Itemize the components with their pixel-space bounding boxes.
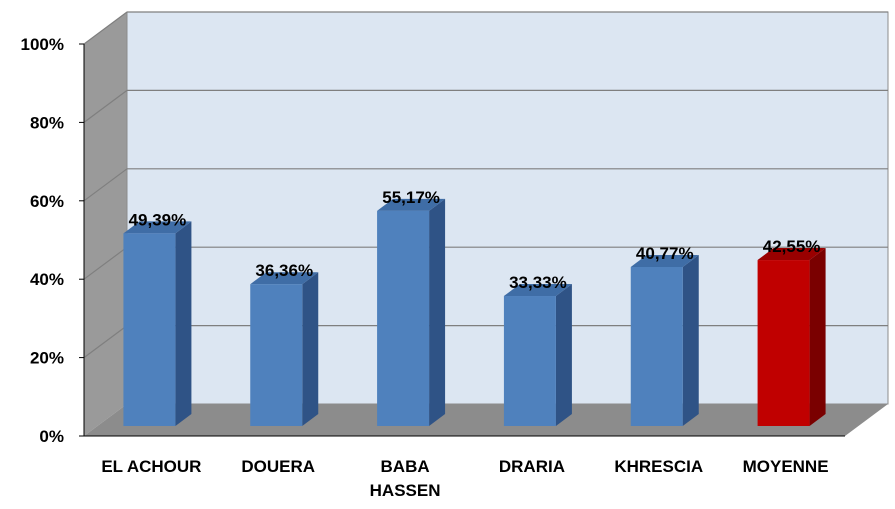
gridline-side (83, 89, 128, 123)
gridline-side (83, 246, 128, 280)
bar-top (757, 248, 826, 261)
bar-front (503, 296, 556, 426)
bar (757, 248, 826, 426)
data-label: 40,77% (636, 244, 694, 263)
x-tick-label: BABA HASSEN (370, 457, 441, 500)
x-tick-label: DOUERA (241, 457, 315, 476)
data-label: 42,55% (763, 237, 821, 256)
y-tick-label: 60% (30, 192, 64, 211)
y-tick-label: 40% (30, 270, 64, 289)
y-tick-label: 0% (39, 427, 64, 446)
x-tick-label: KHRESCIA (614, 457, 703, 476)
y-tick-label: 20% (30, 349, 64, 368)
bar (123, 221, 192, 426)
x-tick-label-line: DRARIA (499, 457, 565, 476)
y-axis: 0% 20% 40% 60% 80% 100% (21, 35, 845, 446)
bar-top (503, 284, 572, 297)
bars: 49,39% 36,36% 55,17% 33,33% 40,77% 42,55% (123, 188, 826, 426)
data-label: 36,36% (255, 261, 313, 280)
bar-front (630, 266, 683, 426)
bar-side (302, 272, 319, 426)
bar-front (377, 210, 430, 426)
x-tick-label: MOYENNE (743, 457, 829, 476)
x-tick-label-line: KHRESCIA (614, 457, 703, 476)
data-label: 49,39% (129, 210, 187, 229)
gridline-side (83, 325, 128, 359)
bar-top (630, 254, 699, 267)
x-tick-label-line: HASSEN (370, 481, 441, 500)
x-tick-label: DRARIA (499, 457, 565, 476)
x-tick-label-line: EL ACHOUR (101, 457, 201, 476)
bar-side (429, 198, 446, 426)
data-label: 55,17% (382, 188, 440, 207)
bar-side (555, 284, 572, 426)
gridline-side (83, 11, 128, 45)
bar-top (123, 221, 192, 234)
data-label: 33,33% (509, 273, 567, 292)
x-tick-label-line: MOYENNE (743, 457, 829, 476)
bar-side (809, 248, 826, 426)
x-tick-label: EL ACHOUR (101, 457, 201, 476)
y-tick-label: 100% (21, 35, 64, 54)
y-tick-label: 80% (30, 113, 64, 132)
x-tick-label-line: DOUERA (241, 457, 315, 476)
bar-front (757, 260, 810, 426)
x-tick-label-line: BABA (381, 457, 430, 476)
bar-side (682, 254, 699, 426)
bar (503, 284, 572, 426)
bar (377, 198, 446, 426)
bar-top (250, 272, 319, 285)
side-wall (84, 12, 127, 436)
x-axis: EL ACHOUR DOUERA BABA HASSEN DRARIA KHRESCIA M… (101, 457, 828, 500)
bar (250, 272, 319, 426)
bar-front (250, 284, 303, 426)
bar-front (123, 233, 176, 426)
gridline-side (83, 168, 128, 202)
bar-top (377, 198, 446, 211)
bar (630, 254, 699, 426)
bar-side (175, 221, 192, 426)
